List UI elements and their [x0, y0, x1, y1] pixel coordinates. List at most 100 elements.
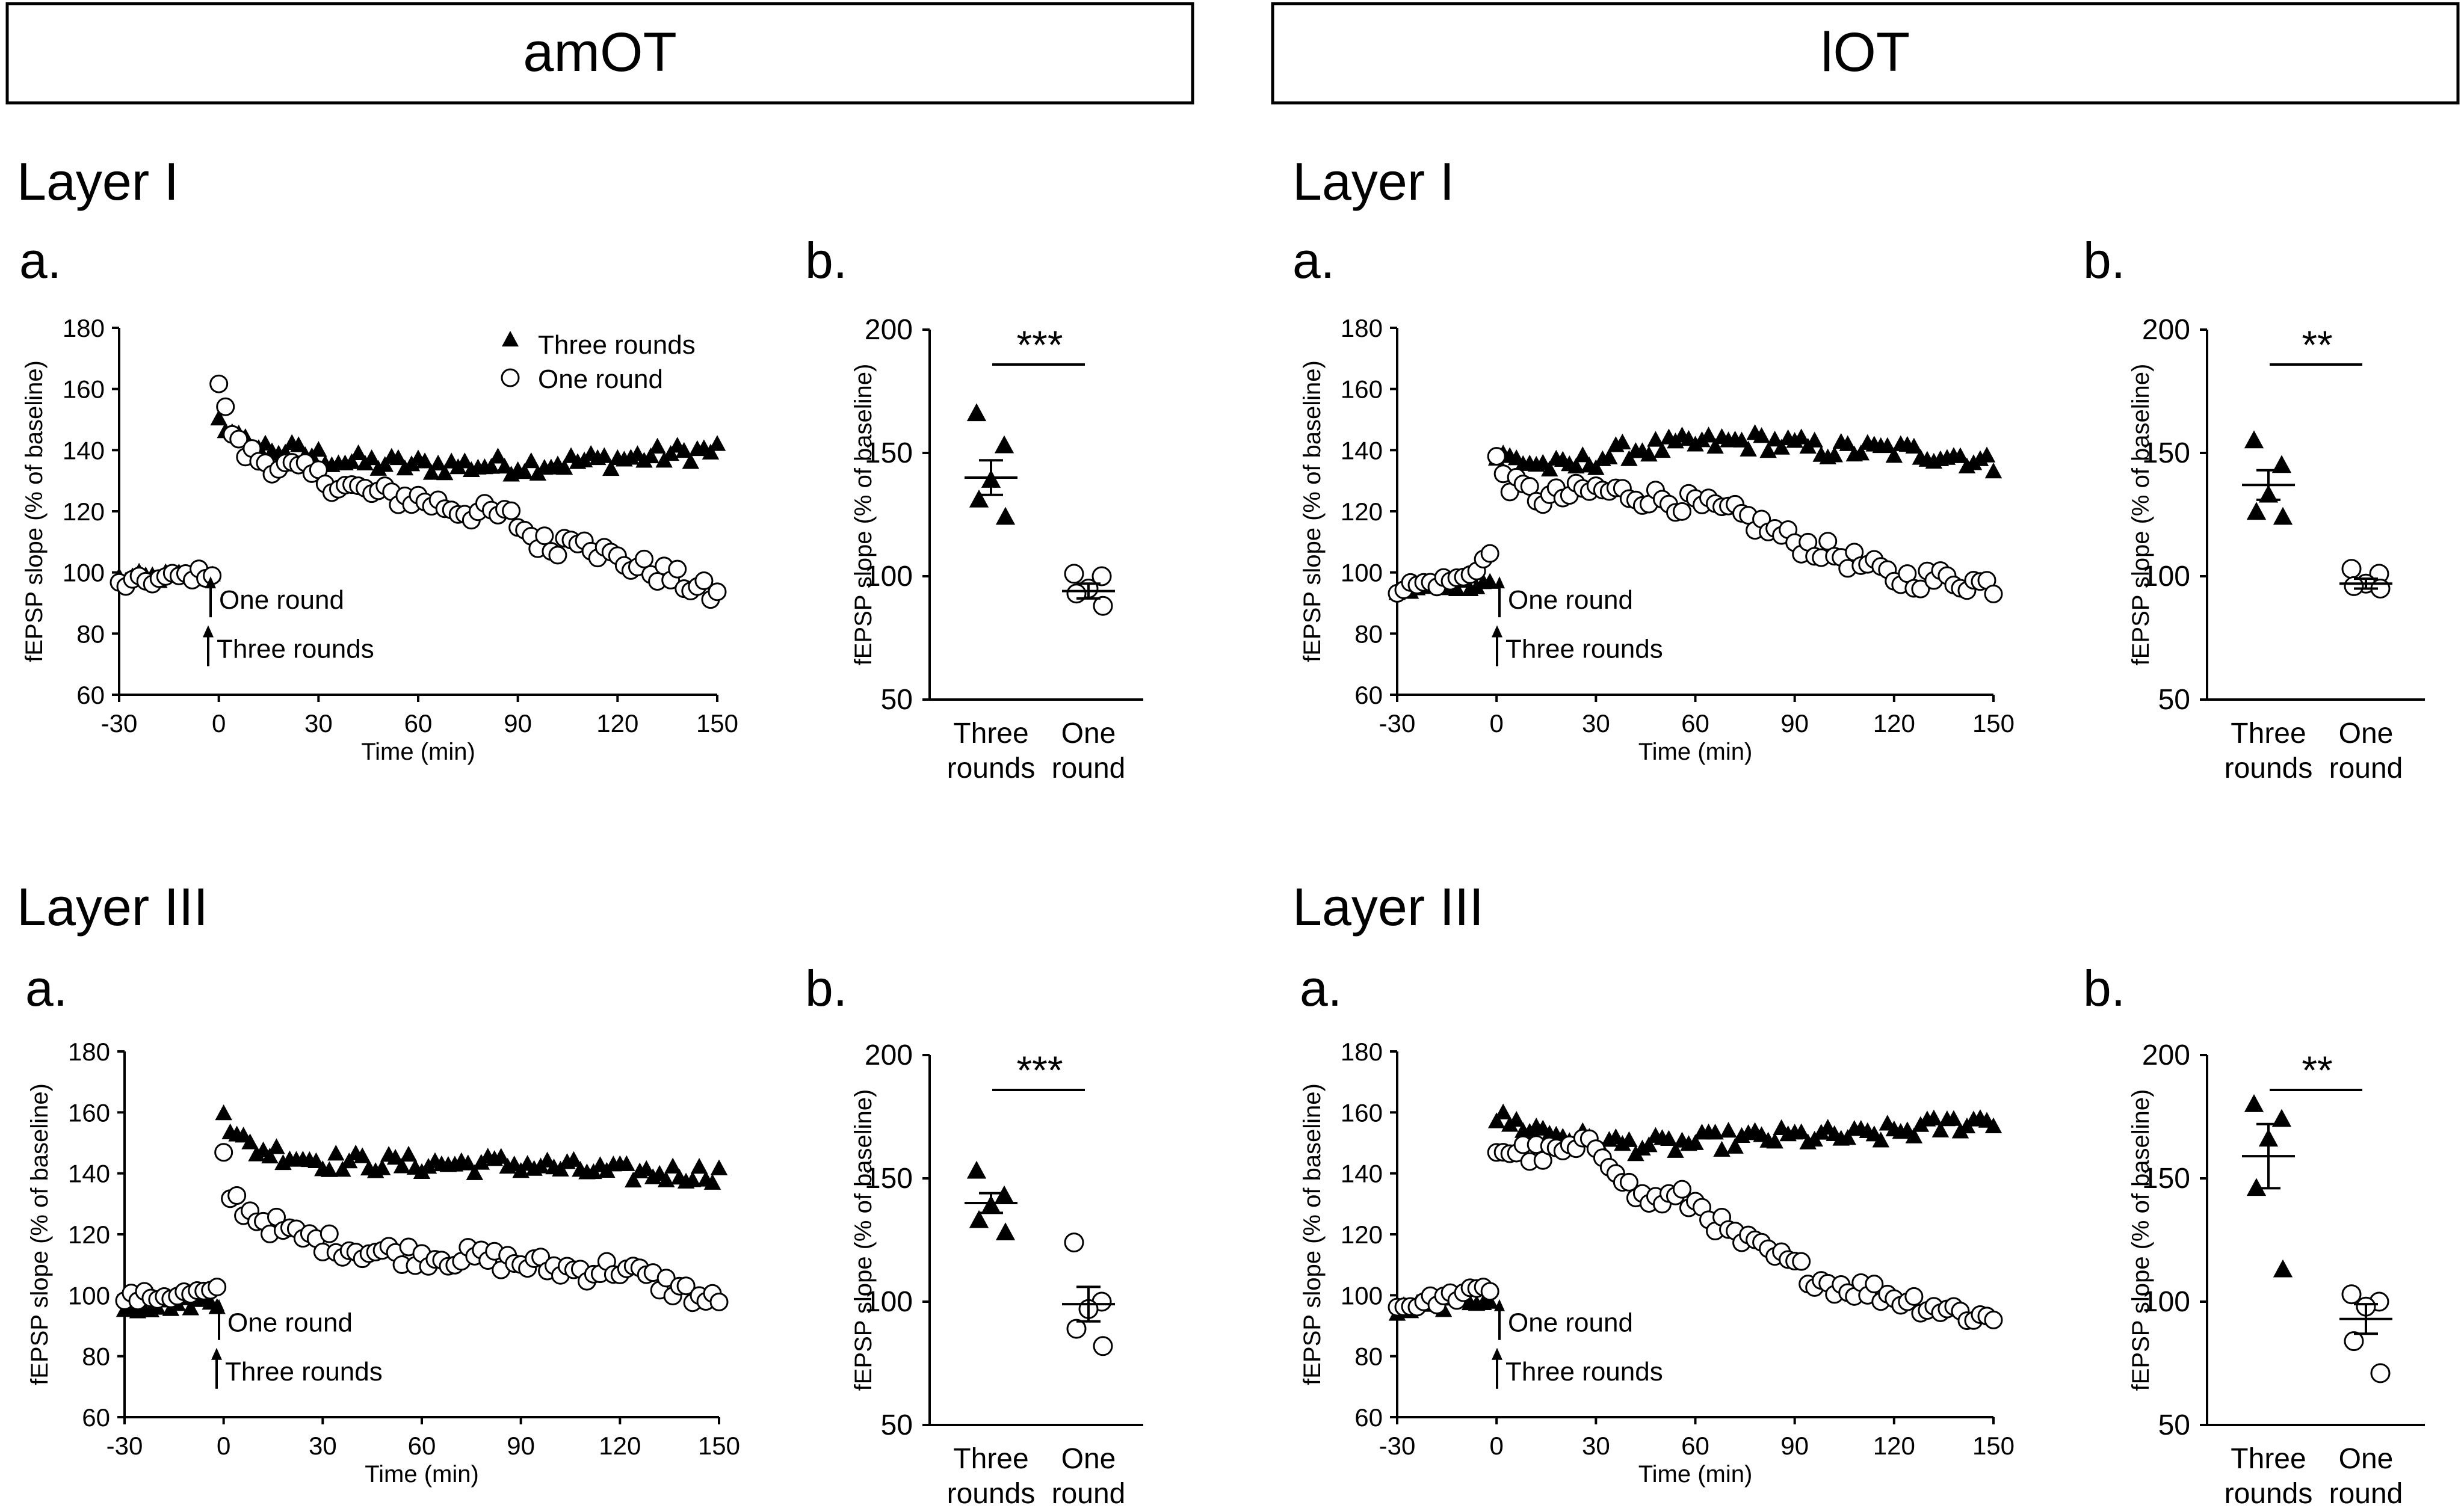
group-three-rounds — [965, 1160, 1017, 1240]
data-point-triangle — [386, 1148, 404, 1165]
data-point-triangle — [682, 453, 700, 469]
charts: 60 80 100 120 140 160 180 -30 0 30 60 90 120 150 Time … — [21, 314, 2425, 1510]
y-tick-label: 200 — [865, 1039, 913, 1071]
data-point-triangle — [994, 435, 1014, 454]
data-point-triangle — [1839, 435, 1857, 451]
data-point-triangle — [489, 448, 507, 464]
data-point-triangle — [436, 464, 454, 481]
data-point-circle — [1064, 564, 1084, 584]
data-point-circle — [2370, 1363, 2391, 1383]
data-point-triangle — [995, 506, 1016, 525]
data-point-circle — [2344, 576, 2364, 596]
y-tick-label: 80 — [1354, 620, 1383, 648]
y-tick-label: 100 — [1341, 1281, 1383, 1309]
y-tick-label: 80 — [82, 1343, 110, 1371]
x-tick-label: -30 — [1379, 1432, 1416, 1460]
x-tick-label: 150 — [1972, 1432, 2015, 1460]
data-point-triangle — [1885, 447, 1903, 463]
data-point-triangle — [261, 1147, 279, 1164]
y-axis-label: fEPSP slope (% of baseline) — [2128, 364, 2154, 666]
data-point-triangle — [1753, 427, 1770, 443]
data-point-triangle — [1487, 1112, 1505, 1128]
group-one-round — [2339, 1284, 2392, 1383]
data-point-triangle — [363, 449, 380, 466]
arrow-three-rounds-head — [203, 625, 214, 638]
panel-letter-lOT-I-a: a. — [1292, 232, 1335, 289]
annotation-three-rounds: Three rounds — [1505, 1357, 1663, 1386]
data-point-triangle — [2273, 506, 2293, 525]
panel-letter-lOT-III-a: a. — [1300, 960, 1342, 1017]
data-point-triangle — [1925, 1109, 1943, 1125]
data-point-triangle — [492, 1148, 510, 1164]
chart-amOT-I-b: 50 100 150 200 fEPSP slope (% of baseline) Th… — [850, 314, 1143, 784]
layer-label-lOT-I: Layer I — [1292, 152, 1454, 211]
data-point-triangle — [1647, 431, 1664, 447]
group-three-rounds — [2242, 430, 2295, 525]
x-tick-label: 30 — [1582, 1432, 1610, 1460]
data-point-triangle — [1872, 1131, 1890, 1148]
chart-amOT-III-a: 60 80 100 120 140 160 180 -30 0 30 60 90 120 150 Time … — [26, 1038, 740, 1488]
data-point-triangle — [393, 1157, 411, 1174]
data-point-triangle — [1507, 1110, 1525, 1127]
arrow-one-round-head — [205, 576, 216, 589]
data-point-circle — [709, 1292, 729, 1311]
data-point-circle — [1792, 1252, 1811, 1271]
annotation-three-rounds: Three rounds — [217, 635, 374, 664]
data-point-triangle — [1984, 462, 2002, 479]
data-point-circle — [1818, 532, 1838, 551]
data-point-triangle — [1879, 437, 1897, 453]
data-point-circle — [1092, 566, 1112, 586]
data-point-circle — [548, 546, 567, 565]
data-point-circle — [229, 429, 249, 449]
data-point-triangle — [1601, 448, 1618, 465]
data-point-circle — [1672, 1180, 1691, 1199]
layer-label-amOT-III: Layer III — [17, 877, 208, 937]
x-axis-label: Time (min) — [365, 1461, 479, 1488]
y-tick-label: 100 — [63, 559, 105, 587]
data-point-triangle — [1931, 1121, 1950, 1137]
data-point-triangle — [466, 1164, 484, 1180]
y-tick-label: 200 — [2142, 314, 2190, 346]
data-point-triangle — [307, 1152, 325, 1168]
data-point-triangle — [1700, 426, 1717, 443]
data-point-triangle — [1733, 431, 1750, 448]
data-point-triangle — [1640, 1136, 1658, 1152]
data-point-circle — [208, 1278, 227, 1297]
category-label: Three — [953, 1443, 1028, 1475]
x-tick-label: 30 — [1582, 709, 1610, 737]
y-tick-label: 60 — [1354, 1403, 1383, 1432]
data-point-circle — [694, 571, 714, 590]
x-tick-label: 30 — [309, 1432, 337, 1460]
data-point-triangle — [1667, 1142, 1684, 1158]
data-point-triangle — [684, 1171, 702, 1187]
y-tick-label: 150 — [2142, 1163, 2190, 1195]
category-label: round — [1052, 1478, 1126, 1510]
chart-lOT-I-b: 50 100 150 200 fEPSP slope (% of baseline) Th… — [2128, 314, 2425, 784]
y-tick-label: 150 — [865, 1163, 913, 1195]
y-tick-label: 200 — [2142, 1039, 2190, 1071]
category-label: Three — [2231, 1443, 2306, 1475]
x-tick-label: 120 — [599, 1432, 641, 1460]
chart-lOT-I-a: 60 80 100 120 140 160 180 -30 0 30 60 90 120 150 Time … — [1299, 314, 2015, 765]
panel-letter-amOT-I-b: b. — [805, 232, 847, 289]
header-lOT-label: lOT — [1821, 22, 1910, 83]
group-one-round — [1062, 1232, 1115, 1356]
y-tick-label: 100 — [2142, 1286, 2190, 1318]
data-point-triangle — [429, 454, 447, 471]
significance-stars: *** — [1016, 322, 1063, 367]
y-axis-label: fEPSP slope (% of baseline) — [1299, 360, 1326, 662]
data-point-triangle — [2244, 430, 2264, 449]
data-point-triangle — [1567, 457, 1585, 474]
arrow-three-rounds-head — [211, 1347, 222, 1360]
data-point-triangle — [625, 1171, 642, 1188]
data-point-triangle — [1965, 454, 1983, 470]
series-one-round — [115, 1143, 729, 1313]
y-tick-label: 140 — [63, 436, 105, 464]
y-tick-label: 180 — [1341, 314, 1383, 342]
data-point-triangle — [642, 447, 659, 464]
data-point-triangle — [966, 1160, 987, 1179]
y-tick-label: 140 — [1341, 436, 1383, 464]
y-tick-label: 100 — [865, 561, 913, 592]
data-point-triangle — [350, 444, 367, 461]
